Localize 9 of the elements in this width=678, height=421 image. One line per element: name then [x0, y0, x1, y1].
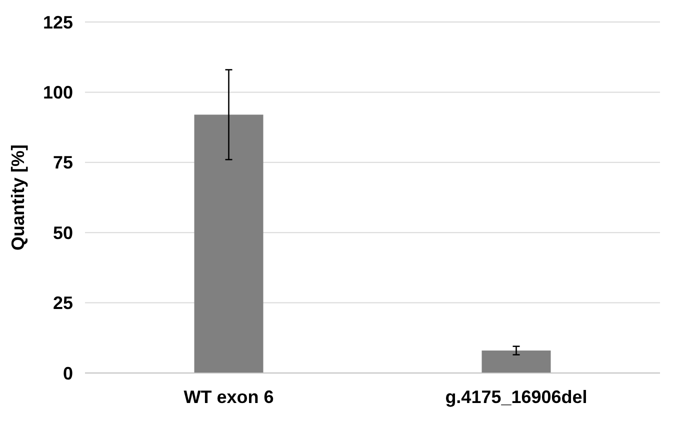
y-tick-label: 100 — [42, 82, 73, 102]
y-tick-label: 75 — [52, 152, 73, 173]
y-tick-label: 25 — [52, 293, 73, 314]
y-tick-label: 125 — [42, 12, 73, 32]
y-tick-label: 0 — [62, 363, 73, 384]
y-axis-title: Quantity [%] — [8, 144, 28, 250]
x-tick-label: WT exon 6 — [184, 387, 274, 407]
x-tick-label: g.4175_16906del — [445, 387, 588, 407]
y-tick-label: 50 — [52, 222, 73, 243]
